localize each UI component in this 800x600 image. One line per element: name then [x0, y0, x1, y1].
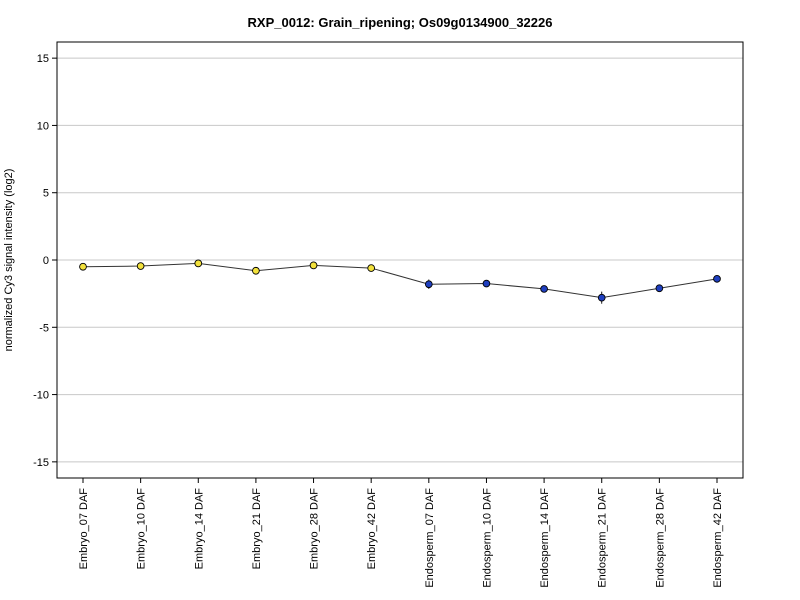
data-point-3	[252, 266, 260, 275]
data-point-8	[540, 285, 548, 293]
x-tick-label-10: Endosperm_28 DAF	[654, 488, 666, 588]
x-tick-label-2: Embryo_14 DAF	[193, 488, 205, 570]
x-tick-label-7: Endosperm_10 DAF	[481, 488, 493, 588]
y-tick-label-1: -10	[33, 390, 49, 402]
data-point-2	[194, 259, 203, 268]
y-tick-label-3: 0	[43, 255, 49, 267]
chart-title: RXP_0012: Grain_ripening; Os09g0134900_3…	[248, 15, 553, 30]
series	[79, 259, 721, 304]
plot-frame	[56, 41, 744, 479]
y-tick-label-6: 15	[37, 53, 49, 65]
x-tick-label-4: Embryo_28 DAF	[309, 488, 321, 570]
x-tick-label-11: Endosperm_42 DAF	[712, 488, 724, 588]
y-tick-label-0: -15	[33, 457, 49, 469]
data-point-1	[136, 262, 145, 270]
data-point-10	[655, 284, 664, 293]
data-point-5	[367, 264, 376, 272]
y-axis: -15 -10 -5 0 5 10 15	[33, 53, 57, 469]
x-tick-label-5: Embryo_42 DAF	[366, 488, 378, 570]
data-point-6	[424, 280, 433, 289]
x-tick-label-9: Endosperm_21 DAF	[597, 488, 609, 588]
data-point-0	[79, 262, 87, 271]
data-point-11	[713, 274, 721, 283]
y-tick-label-4: 5	[43, 188, 49, 200]
x-axis: Embryo_07 DAF Embryo_10 DAF Embryo_14 DAF E…	[78, 478, 724, 588]
gridlines	[57, 57, 743, 463]
y-tick-label-2: -5	[39, 322, 49, 334]
x-tick-label-1: Embryo_10 DAF	[136, 488, 148, 570]
y-tick-label-5: 10	[37, 120, 49, 132]
x-tick-label-0: Embryo_07 DAF	[78, 488, 90, 570]
series-line	[82, 262, 718, 299]
data-point-9	[597, 293, 606, 302]
y-axis-label: normalized Cy3 signal intensity (log2)	[3, 169, 15, 352]
x-tick-label-6: Endosperm_07 DAF	[424, 488, 436, 588]
data-point-7	[482, 279, 491, 288]
x-tick-label-3: Embryo_21 DAF	[251, 488, 263, 570]
data-point-4	[309, 261, 318, 270]
x-tick-label-8: Endosperm_14 DAF	[539, 488, 551, 588]
